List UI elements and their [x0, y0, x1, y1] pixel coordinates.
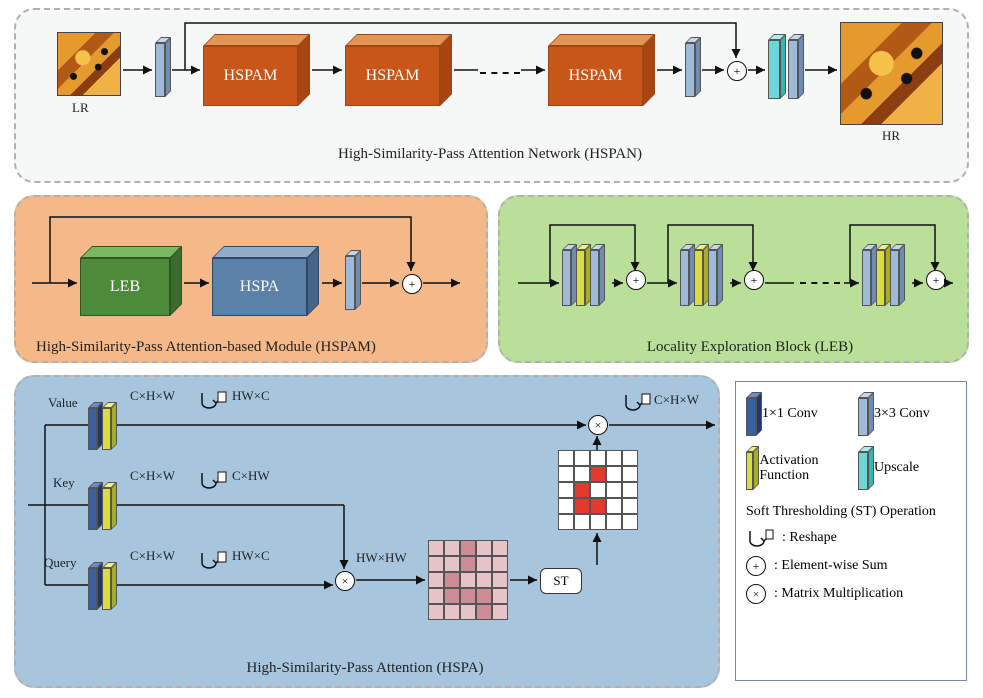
leb-conv-slab: [708, 244, 717, 306]
legend-mmul-icon: ×: [746, 584, 766, 604]
leb-block: LEB: [80, 246, 170, 316]
leb-sum-op: +: [744, 270, 764, 290]
hspa-activation-slab: [102, 402, 111, 450]
hwhw-label: HW×HW: [356, 550, 407, 566]
top-input-conv: [155, 37, 165, 97]
qk-matmul-op: ×: [335, 571, 355, 591]
hr-label: HR: [882, 128, 900, 144]
hspa-block: HSPA: [212, 246, 307, 316]
hspa-caption: High-Similarity-Pass Attention (HSPA): [205, 660, 525, 677]
leb-conv-slab: [590, 244, 599, 306]
hspa-panel: [14, 375, 720, 688]
hspa-label: HSPA: [240, 278, 279, 296]
leb-caption: Locality Exploration Block (LEB): [620, 339, 880, 356]
leb-activation-slab: [576, 244, 585, 306]
out-dim-label: C×H×W: [654, 392, 699, 408]
hspam-label: HSPAM: [569, 67, 623, 85]
top-sum-op: +: [727, 61, 747, 81]
hspam-block-1: HSPAM: [203, 34, 298, 106]
hspa-conv1-slab: [88, 482, 97, 530]
hspam-label: HSPAM: [366, 67, 420, 85]
reshape-icon: [622, 392, 652, 419]
key-label: Key: [53, 475, 75, 491]
legend-conv3: 3×3 Conv: [874, 406, 930, 422]
dim-label: C×HW: [232, 468, 270, 484]
hspa-conv1-slab: [88, 402, 97, 450]
legend-reshape: : Reshape: [782, 530, 837, 546]
leb-label: LEB: [110, 278, 140, 296]
legend-mmul: : Matrix Multiplication: [774, 586, 903, 602]
query-label: Query: [44, 555, 77, 571]
legend-activation: Activation Function: [759, 453, 842, 484]
lr-image: [57, 32, 121, 96]
legend-st-title: Soft Thresholding (ST) Operation: [746, 504, 956, 520]
legend-esum: : Element-wise Sum: [774, 558, 888, 574]
thresholded-matrix: [558, 450, 638, 530]
hr-image: [840, 22, 943, 125]
dim-label: HW×C: [232, 548, 270, 564]
leb-activation-slab: [694, 244, 703, 306]
hspam-ellipsis: [480, 72, 520, 76]
hspa-activation-slab: [102, 482, 111, 530]
lr-label: LR: [72, 100, 89, 116]
st-operation: ST: [540, 568, 582, 594]
legend-upscale: Upscale: [874, 460, 919, 476]
value-label: Value: [48, 395, 78, 411]
hspam-block-2: HSPAM: [345, 34, 440, 106]
dim-label: C×H×W: [130, 548, 175, 564]
legend-upscale-icon: [858, 446, 868, 490]
hspam-label: HSPAM: [224, 67, 278, 85]
leb-ellipsis: [800, 282, 840, 286]
leb-conv-slab: [890, 244, 899, 306]
attention-matrix: [428, 540, 508, 620]
legend-conv1: 1×1 Conv: [762, 406, 818, 422]
reshape-icon: [198, 390, 228, 417]
hspam-conv-slab: [345, 250, 355, 310]
leb-activation-slab: [876, 244, 885, 306]
attn-value-matmul-op: ×: [588, 415, 608, 435]
legend-sum-icon: +: [746, 556, 766, 576]
hspan-caption: High-Similarity-Pass Attention Network (…: [300, 146, 680, 163]
hspa-activation-slab: [102, 562, 111, 610]
dim-label: C×H×W: [130, 388, 175, 404]
dim-label: HW×C: [232, 388, 270, 404]
hspam-sum-op: +: [402, 274, 422, 294]
hspam-block-n: HSPAM: [548, 34, 643, 106]
hspam-caption: High-Similarity-Pass Attention-based Mod…: [36, 339, 466, 356]
top-mid-conv: [685, 37, 695, 97]
legend-box: 1×1 Conv 3×3 Conv Activation Function: [735, 381, 967, 681]
figure-canvas: LR HSPAM HSPAM HSPAM + HR: [0, 0, 983, 698]
leb-conv-slab: [680, 244, 689, 306]
reshape-icon: [198, 550, 228, 577]
leb-sum-op: +: [626, 270, 646, 290]
hspa-conv1-slab: [88, 562, 97, 610]
legend-activation-icon: [746, 446, 753, 490]
leb-conv-slab: [562, 244, 571, 306]
leb-conv-slab: [862, 244, 871, 306]
top-final-conv: [788, 34, 798, 99]
legend-conv1-icon: [746, 392, 756, 436]
reshape-icon: [746, 528, 774, 548]
st-label: ST: [553, 573, 568, 589]
legend-conv3-icon: [858, 392, 868, 436]
dim-label: C×H×W: [130, 468, 175, 484]
leb-sum-op: +: [926, 270, 946, 290]
top-upscale-slab: [768, 34, 780, 99]
reshape-icon: [198, 470, 228, 497]
